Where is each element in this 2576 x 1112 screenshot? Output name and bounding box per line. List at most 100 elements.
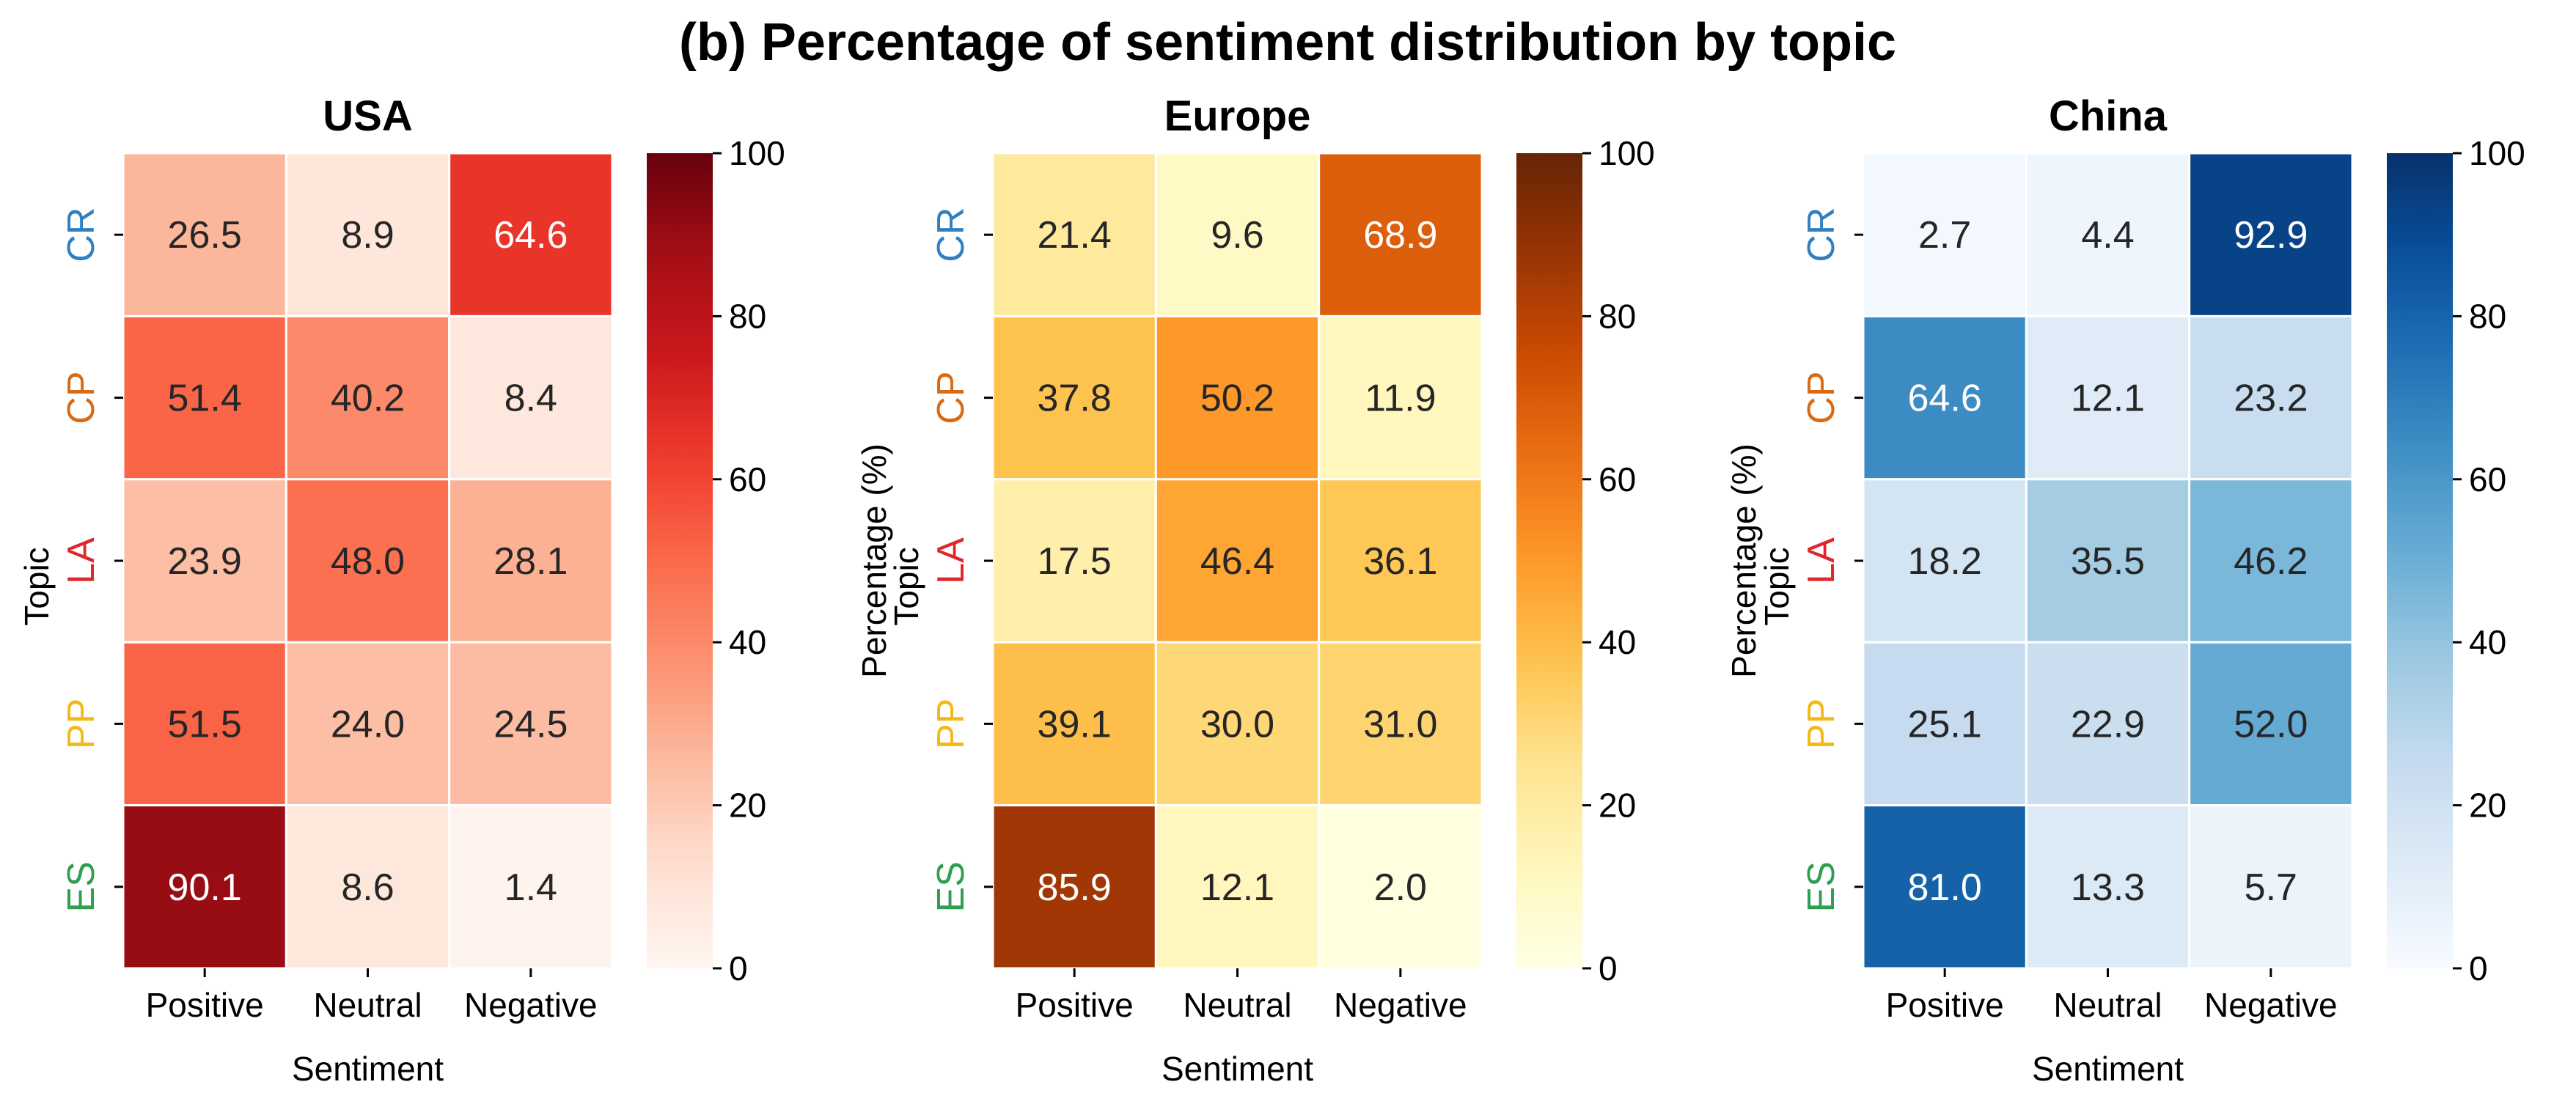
heatmap-cell	[2188, 804, 2354, 970]
heatmap-cell	[1862, 804, 2028, 970]
heatmap-cell	[448, 314, 614, 481]
cell-value-label: 23.2	[2234, 378, 2308, 420]
colorbar-tick-label: 40	[729, 623, 766, 661]
cell-value-label: 8.6	[341, 866, 394, 909]
heatmap-cell	[1154, 314, 1321, 481]
panel-title: USA	[323, 92, 412, 140]
heatmap-cell	[122, 641, 287, 807]
heatmap-cell	[1862, 314, 2028, 481]
colorbar	[1516, 153, 1582, 968]
heatmap-cell	[448, 804, 614, 970]
heatmap-cell	[991, 641, 1157, 807]
cell-value-label: 11.9	[1365, 378, 1436, 420]
colorbar-tick-label: 60	[729, 460, 766, 498]
x-tick-label: Positive	[1016, 986, 1134, 1024]
heatmap-cell	[991, 314, 1157, 481]
cell-value-label: 17.5	[1038, 540, 1112, 583]
cell-value-label: 37.8	[1038, 378, 1112, 420]
heatmap-cell	[991, 804, 1157, 970]
y-axis-label: Topic	[887, 547, 925, 625]
cell-value-label: 40.2	[331, 378, 405, 420]
panels-container: USA 26.5 8.9 64.6 51.4 40.2 8.4 23.9 48.0 28.1 51.…	[18, 92, 2525, 1088]
y-tick-label: CR	[930, 207, 972, 262]
cell-value-label: 85.9	[1038, 866, 1112, 909]
heatmap-cell	[2025, 641, 2191, 807]
y-tick-label: CP	[60, 371, 103, 424]
colorbar-label: Percentage (%)	[1725, 443, 1763, 678]
cell-value-label: 36.1	[1363, 540, 1437, 583]
cell-value-label: 8.4	[504, 378, 557, 420]
heatmap-cell	[285, 152, 451, 317]
heatmap-cell	[285, 314, 451, 481]
y-tick-label: LA	[1800, 537, 1843, 584]
colorbar-tick-label: 40	[2469, 623, 2506, 661]
cell-value-label: 90.1	[168, 866, 242, 909]
cell-value-label: 92.9	[2234, 214, 2308, 257]
colorbar-label: Percentage (%)	[855, 443, 893, 678]
cell-value-label: 5.7	[2245, 866, 2297, 909]
heatmap-cell	[285, 804, 451, 970]
heatmap-cell	[1862, 478, 2028, 644]
y-tick-label: PP	[930, 699, 972, 749]
heatmap-cell	[2188, 152, 2354, 317]
y-tick-label: LA	[60, 537, 103, 584]
colorbar-tick-label: 100	[729, 134, 785, 172]
heatmap-cell	[991, 478, 1157, 644]
cell-value-label: 13.3	[2071, 866, 2145, 909]
y-tick-label: ES	[1800, 861, 1843, 912]
colorbar-tick-label: 80	[2469, 297, 2506, 335]
heatmap-cell	[2188, 641, 2354, 807]
cell-value-label: 31.0	[1363, 703, 1437, 745]
colorbar-tick-label: 20	[2469, 787, 2506, 825]
cell-value-label: 2.0	[1374, 866, 1427, 909]
x-tick-label: Negative	[464, 986, 598, 1024]
colorbar-tick-label: 40	[1599, 623, 1636, 661]
heatmap-cell	[1318, 804, 1483, 970]
y-tick-label: CP	[1800, 371, 1843, 424]
cell-value-label: 81.0	[1908, 866, 1982, 909]
colorbar-tick-label: 0	[2469, 949, 2488, 987]
heatmap-cell	[1862, 641, 2028, 807]
colorbar-tick-label: 80	[729, 297, 766, 335]
cell-value-label: 24.0	[331, 703, 405, 745]
cell-value-label: 9.6	[1211, 214, 1263, 257]
heatmap-cell	[122, 314, 287, 481]
heatmap-cell	[1154, 152, 1321, 317]
cell-value-label: 12.1	[1200, 866, 1274, 909]
x-tick-label: Positive	[1886, 986, 2004, 1024]
cell-value-label: 24.5	[493, 703, 568, 745]
colorbar-tick-label: 100	[1599, 134, 1655, 172]
heatmap-cell	[2025, 152, 2191, 317]
heatmap-cell	[1318, 314, 1483, 481]
cell-value-label: 39.1	[1038, 703, 1112, 745]
y-tick-label: PP	[60, 699, 103, 749]
x-axis-label: Sentiment	[1162, 1050, 1313, 1088]
cell-value-label: 28.1	[493, 540, 568, 583]
y-tick-label: CR	[60, 207, 103, 262]
y-axis-label: Topic	[1758, 547, 1796, 625]
panel-china: China 2.7 4.4 92.9 64.6 12.1 23.2 18.2 35.5 46.2 2…	[1758, 92, 2525, 1088]
panel-usa: USA 26.5 8.9 64.6 51.4 40.2 8.4 23.9 48.0 28.1 51.…	[18, 92, 893, 1088]
cell-value-label: 8.9	[341, 214, 394, 257]
heatmap-cell	[1154, 478, 1321, 644]
heatmap-cell	[2188, 478, 2354, 644]
x-tick-label: Negative	[1334, 986, 1467, 1024]
cell-value-label: 51.5	[168, 703, 242, 745]
x-tick-label: Negative	[2204, 986, 2338, 1024]
cell-value-label: 21.4	[1038, 214, 1112, 257]
colorbar-tick-label: 100	[2469, 134, 2525, 172]
cell-value-label: 25.1	[1908, 703, 1982, 745]
figure-title: (b) Percentage of sentiment distribution…	[679, 13, 1896, 72]
panel-title: China	[2049, 92, 2168, 140]
colorbar-tick-label: 0	[729, 949, 748, 987]
cell-value-label: 50.2	[1200, 378, 1274, 420]
x-tick-label: Neutral	[1183, 986, 1291, 1024]
cell-value-label: 35.5	[2071, 540, 2145, 583]
cell-value-label: 30.0	[1200, 703, 1274, 745]
cell-value-label: 52.0	[2234, 703, 2308, 745]
heatmap-cell	[122, 152, 287, 317]
cell-value-label: 64.6	[1908, 378, 1982, 420]
cell-value-label: 26.5	[168, 214, 242, 257]
y-tick-label: ES	[60, 861, 103, 912]
